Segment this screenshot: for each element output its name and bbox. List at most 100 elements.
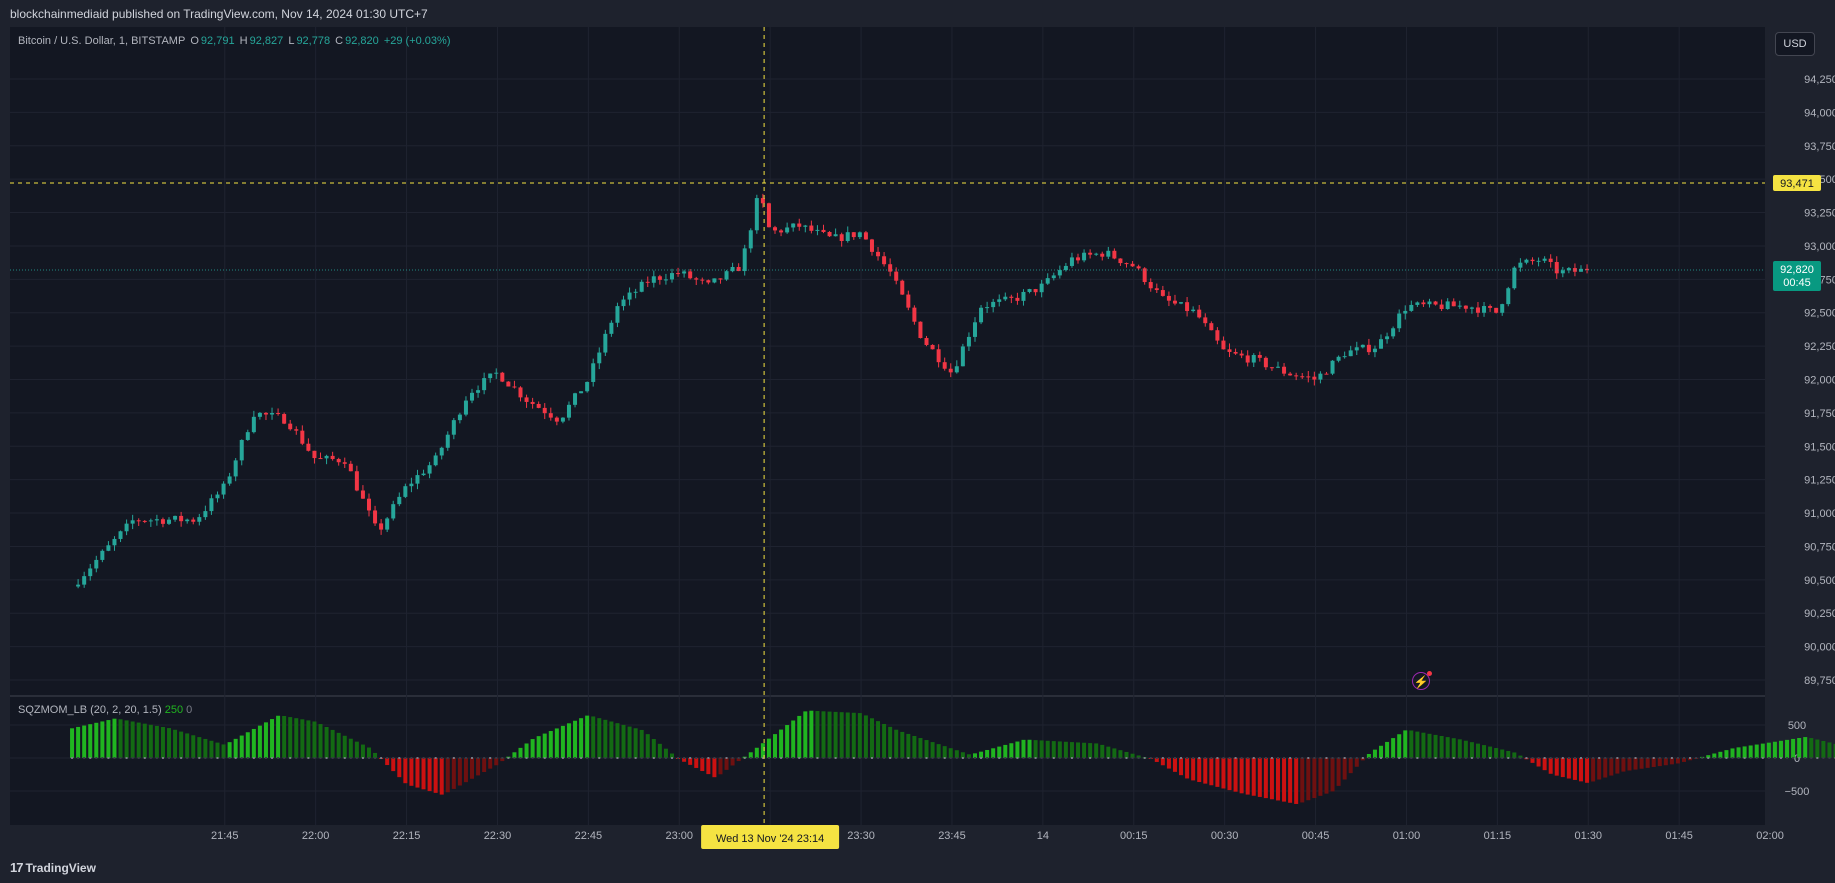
candle-body bbox=[1021, 291, 1026, 301]
momentum-bar bbox=[1815, 739, 1820, 758]
candle-body bbox=[506, 381, 511, 387]
momentum-bar bbox=[845, 712, 850, 758]
squeeze-dot bbox=[537, 757, 540, 759]
momentum-bar bbox=[1578, 758, 1583, 782]
squeeze-dot bbox=[1349, 757, 1352, 759]
momentum-bar bbox=[1475, 743, 1480, 758]
chart-canvas[interactable]: 89,750 90,000 90,250 90,500 90,750 91,000 91,2… bbox=[0, 27, 1835, 855]
symbol-legend[interactable]: Bitcoin / U.S. Dollar, 1, BITSTAMP O 92,7… bbox=[18, 35, 452, 47]
squeeze-dot bbox=[931, 757, 934, 759]
indicator-tick-label: 0 bbox=[1794, 753, 1800, 765]
momentum-bar bbox=[948, 748, 953, 758]
momentum-bar bbox=[712, 758, 717, 778]
momentum-bar bbox=[839, 712, 844, 758]
squeeze-dot bbox=[398, 757, 401, 759]
momentum-bar bbox=[1251, 758, 1256, 796]
momentum-bar bbox=[306, 720, 311, 758]
squeeze-dot bbox=[1779, 757, 1782, 759]
candle-body bbox=[1191, 309, 1196, 312]
momentum-bar bbox=[1439, 736, 1444, 758]
momentum-bar bbox=[470, 758, 475, 779]
flash-icon[interactable]: ⚡ bbox=[1412, 672, 1430, 690]
candle-body bbox=[694, 278, 699, 280]
candle-body bbox=[1494, 307, 1499, 313]
squeeze-dot bbox=[361, 757, 364, 759]
squeeze-dot bbox=[525, 757, 528, 759]
momentum-bar bbox=[1827, 742, 1832, 758]
candle-body bbox=[645, 281, 650, 283]
momentum-bar bbox=[373, 752, 378, 758]
squeeze-dot bbox=[507, 757, 510, 759]
candle-body bbox=[1112, 250, 1117, 259]
squeeze-dot bbox=[677, 757, 680, 759]
momentum-bar bbox=[288, 717, 293, 758]
squeeze-dot bbox=[1628, 757, 1631, 759]
squeeze-dot bbox=[634, 757, 637, 759]
candle-body bbox=[869, 239, 874, 252]
price-tick-label: 91,500 bbox=[1804, 441, 1835, 453]
momentum-bar bbox=[1154, 758, 1159, 762]
tradingview-logo[interactable]: 17 TradingView bbox=[10, 860, 96, 875]
candle-body bbox=[766, 203, 771, 228]
momentum-bar bbox=[1730, 748, 1735, 758]
squeeze-dot bbox=[889, 757, 892, 759]
squeeze-dot bbox=[1610, 757, 1613, 759]
momentum-bar bbox=[1209, 758, 1214, 786]
candle-body bbox=[742, 248, 747, 272]
momentum-bar bbox=[1494, 748, 1499, 758]
time-tick-label: 22:15 bbox=[393, 830, 421, 842]
momentum-bar bbox=[1603, 758, 1608, 778]
momentum-bar bbox=[257, 725, 262, 758]
candle-body bbox=[1397, 313, 1402, 329]
momentum-bar bbox=[797, 715, 802, 758]
indicator-legend[interactable]: SQZMOM_LB (20, 2, 20, 1.5) 250 0 bbox=[18, 704, 192, 716]
momentum-bar bbox=[1633, 758, 1638, 770]
candle-body bbox=[1566, 268, 1571, 271]
squeeze-dot bbox=[1592, 757, 1595, 759]
momentum-bar bbox=[639, 729, 644, 758]
candle-body bbox=[548, 413, 553, 418]
candle-body bbox=[336, 459, 341, 463]
momentum-bar bbox=[1033, 740, 1038, 758]
candle-body bbox=[1415, 302, 1420, 305]
momentum-bar bbox=[1482, 745, 1487, 758]
candle-body bbox=[657, 276, 662, 280]
candle-body bbox=[1039, 283, 1044, 293]
time-tick-label: 01:00 bbox=[1393, 830, 1421, 842]
squeeze-dot bbox=[77, 757, 80, 759]
squeeze-dot bbox=[1361, 757, 1364, 759]
momentum-bar bbox=[651, 738, 656, 758]
candle-body bbox=[1209, 323, 1214, 331]
squeeze-dot bbox=[1325, 757, 1328, 759]
momentum-bar bbox=[154, 725, 159, 758]
candle-body bbox=[148, 520, 153, 522]
squeeze-dot bbox=[1392, 757, 1395, 759]
candle-body bbox=[912, 307, 917, 322]
candle-body bbox=[876, 251, 881, 257]
candle-body bbox=[494, 372, 499, 374]
candle-body bbox=[409, 483, 414, 487]
crosshair-time-badge bbox=[701, 825, 840, 849]
candle-body bbox=[1445, 301, 1450, 309]
momentum-bar bbox=[391, 758, 396, 772]
momentum-bar bbox=[863, 715, 868, 758]
low-value: 92,778 bbox=[296, 35, 331, 47]
momentum-bar bbox=[760, 743, 765, 758]
squeeze-dot bbox=[1004, 757, 1007, 759]
squeeze-dot bbox=[1501, 757, 1504, 759]
momentum-bar bbox=[1675, 758, 1680, 764]
price-pane-bg bbox=[10, 27, 1765, 695]
momentum-bar bbox=[882, 723, 887, 758]
squeeze-dot bbox=[89, 757, 92, 759]
candle-body bbox=[1251, 355, 1256, 363]
candle-body bbox=[888, 264, 893, 272]
candle-body bbox=[251, 416, 256, 433]
momentum-bar bbox=[263, 722, 268, 758]
squeeze-dot bbox=[1070, 757, 1073, 759]
squeeze-dot bbox=[1107, 757, 1110, 759]
crosshair-time-label: Wed 13 Nov '24 23:14 bbox=[716, 833, 824, 845]
momentum-bar bbox=[142, 723, 147, 758]
currency-button[interactable]: USD bbox=[1775, 32, 1815, 56]
squeeze-dot bbox=[1095, 757, 1098, 759]
momentum-bar bbox=[894, 729, 899, 758]
